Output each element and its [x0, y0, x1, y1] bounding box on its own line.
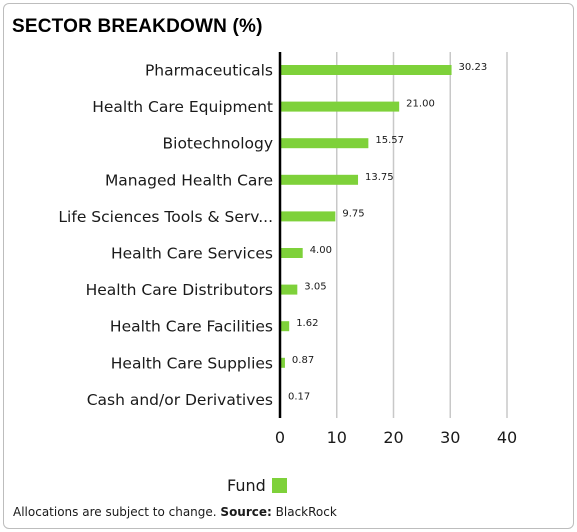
- bar: [280, 211, 336, 222]
- data-label: 30.23: [459, 62, 488, 73]
- footer-source-label: Source:: [220, 505, 272, 519]
- x-tick-label: 30: [440, 428, 460, 447]
- footer-text: Allocations are subject to change.: [13, 505, 217, 519]
- data-label: 0.17: [288, 391, 310, 402]
- bar: [280, 174, 359, 185]
- data-label: 0.87: [292, 355, 314, 366]
- legend-label: Fund: [227, 476, 266, 495]
- bar: [280, 101, 400, 112]
- x-tick-label: 20: [383, 428, 403, 447]
- legend-swatch: [271, 478, 287, 493]
- data-label: 4.00: [310, 245, 332, 256]
- category-label: Pharmaceuticals: [145, 62, 273, 80]
- chart-card: [3, 3, 574, 529]
- chart-title: SECTOR BREAKDOWN (%): [12, 16, 263, 37]
- legend: Fund: [227, 476, 287, 495]
- category-label: Managed Health Care: [105, 171, 273, 189]
- bar: [280, 138, 369, 149]
- data-label: 15.57: [375, 135, 404, 146]
- data-label: 13.75: [365, 172, 394, 183]
- footer-source-value: BlackRock: [275, 505, 337, 519]
- footer-note: Allocations are subject to change. Sourc…: [13, 505, 337, 519]
- x-tick-label: 10: [327, 428, 347, 447]
- bar: [280, 284, 298, 295]
- bar: [280, 65, 452, 75]
- data-label: 3.05: [304, 282, 326, 293]
- data-label: 1.62: [296, 318, 318, 329]
- category-label: Health Care Facilities: [110, 318, 273, 336]
- x-tick-label: 0: [275, 428, 285, 447]
- category-label: Health Care Distributors: [86, 281, 273, 299]
- bar: [280, 248, 303, 258]
- data-label: 21.00: [406, 99, 435, 110]
- x-tick-label: 40: [497, 428, 517, 447]
- category-label: Health Care Services: [111, 245, 273, 263]
- category-label: Cash and/or Derivatives: [87, 391, 273, 409]
- category-label: Life Sciences Tools & Serv...: [58, 208, 273, 226]
- category-label: Health Care Equipment: [92, 98, 273, 116]
- category-label: Biotechnology: [163, 135, 274, 153]
- bar: [280, 357, 285, 368]
- category-label: Health Care Supplies: [111, 354, 273, 372]
- bar: [280, 321, 290, 332]
- data-label: 9.75: [342, 208, 364, 219]
